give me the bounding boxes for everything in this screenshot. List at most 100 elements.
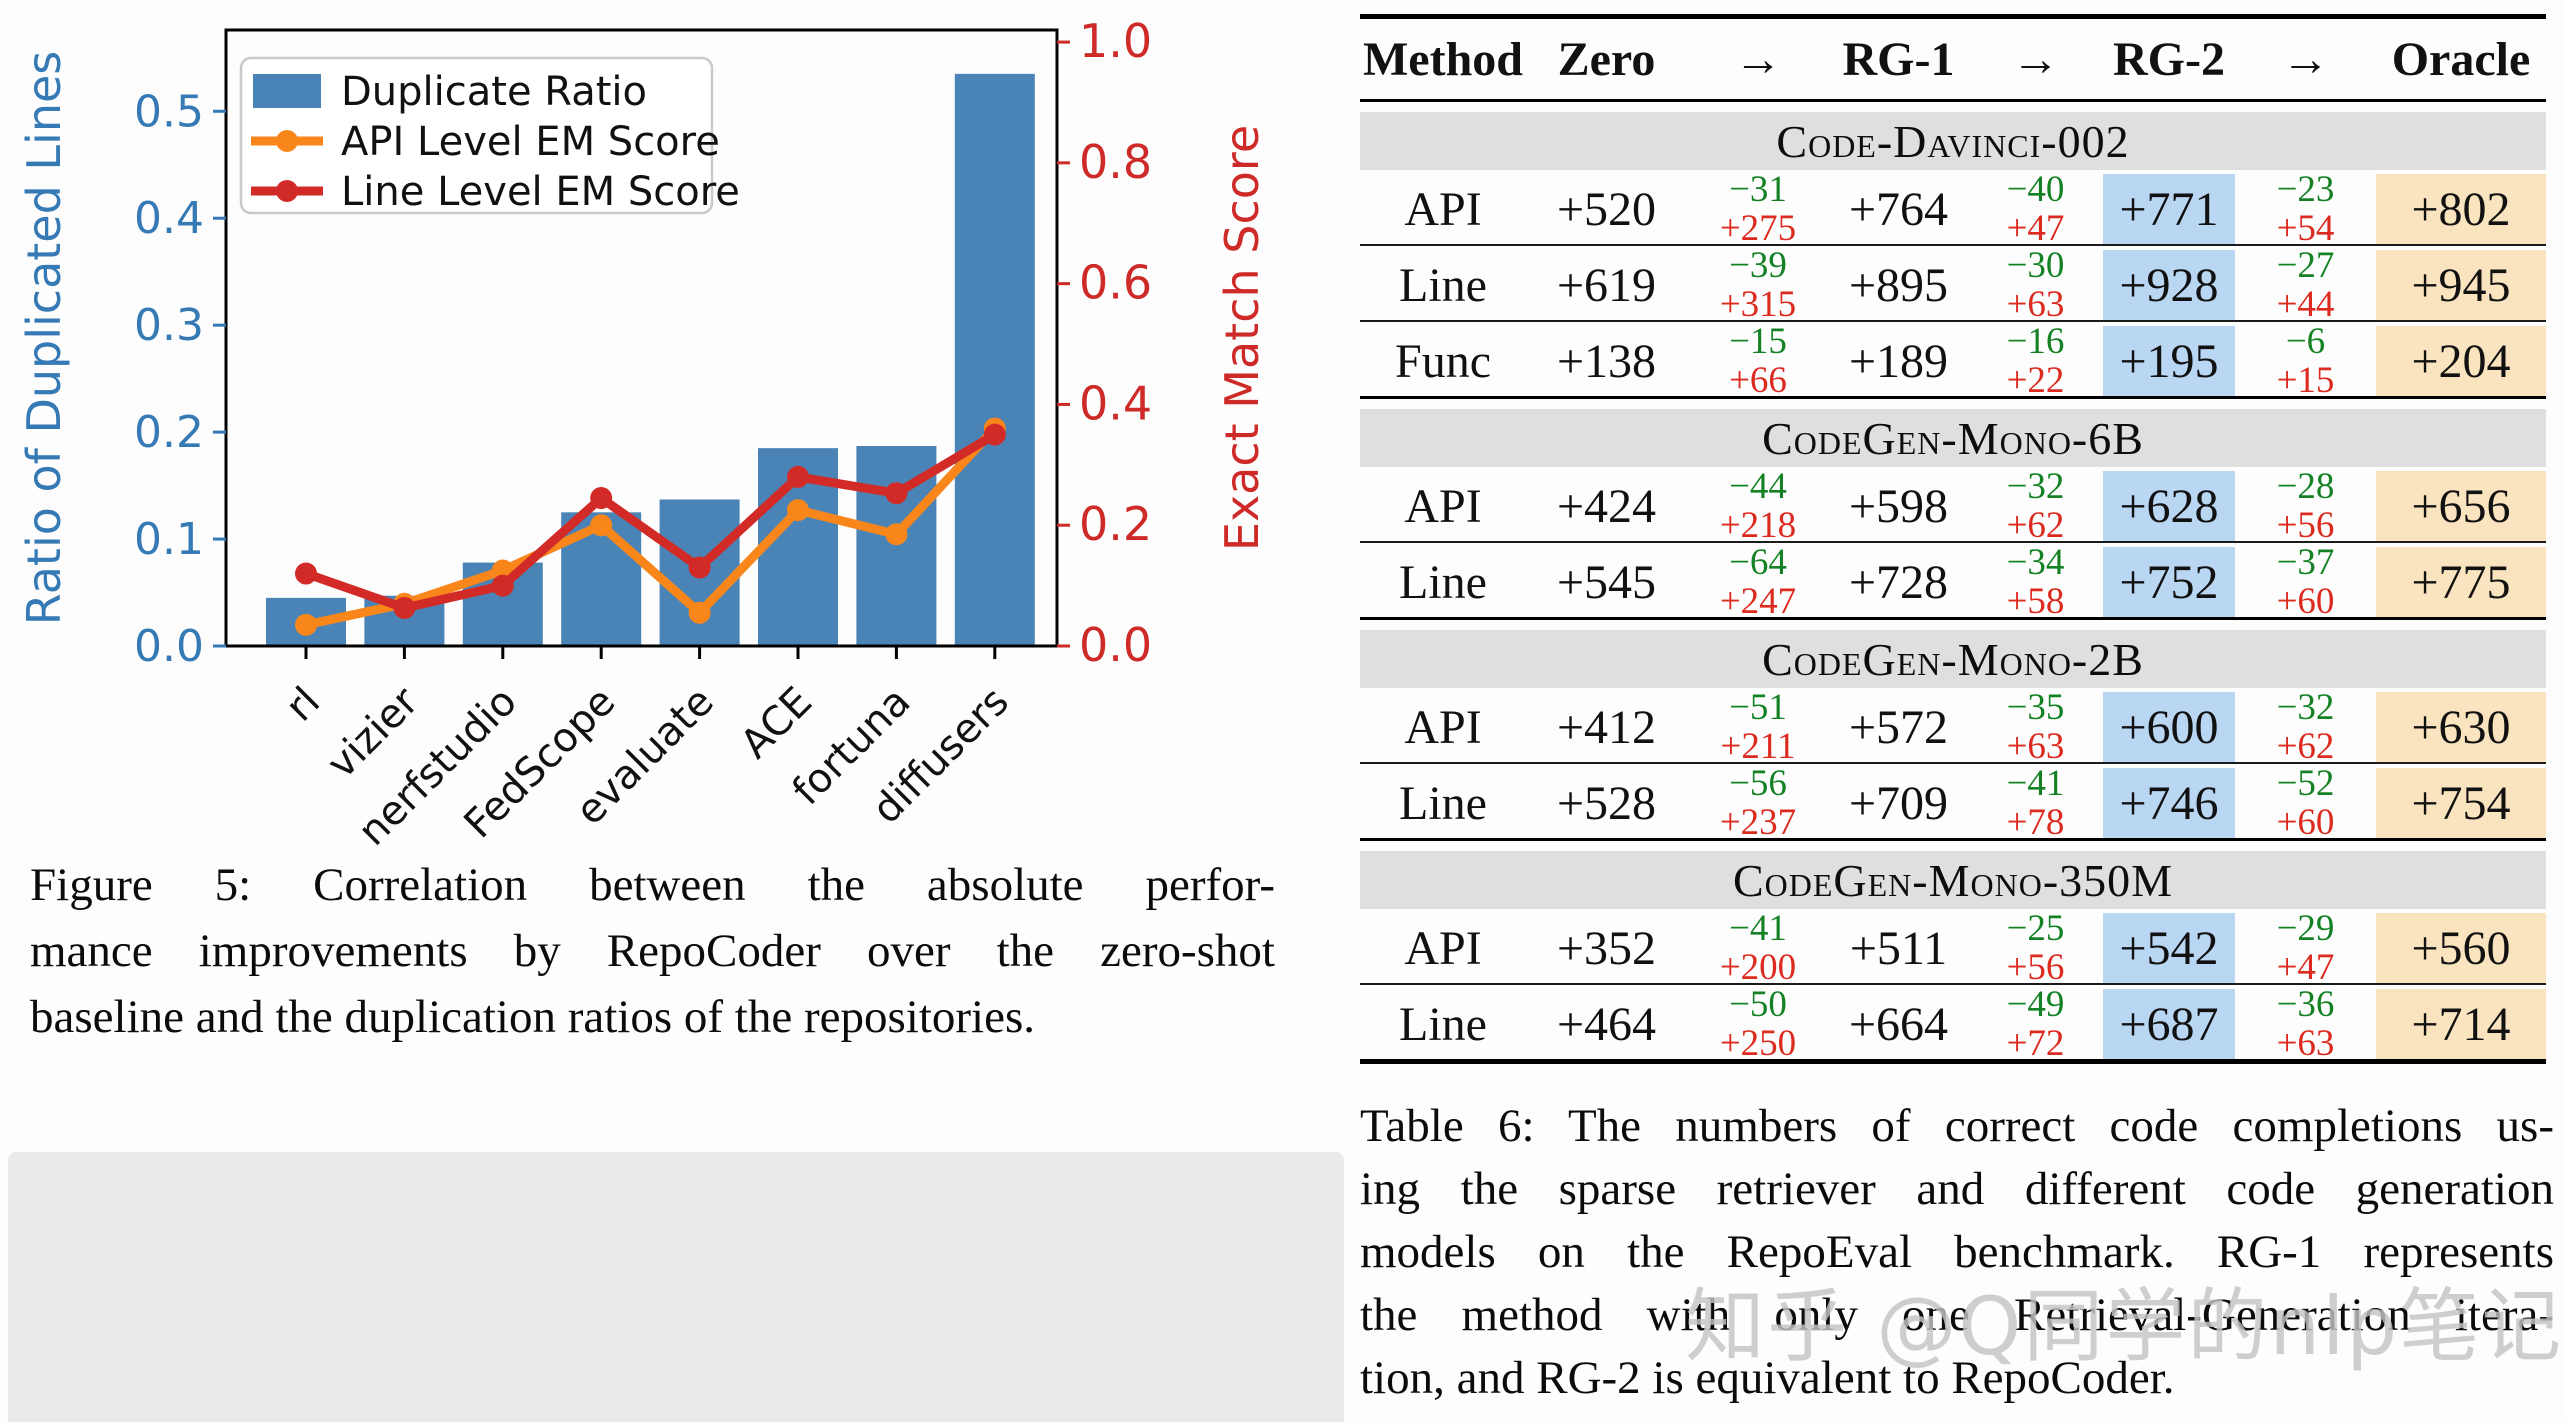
delta-minus: −32 <box>2276 687 2335 728</box>
figure-5: 0.0 0.1 0.2 0.3 0.4 0.5 0.0 0.2 0.4 0.6 0.8 1.0 rl vi… <box>0 0 1340 860</box>
marker-fortuna <box>885 482 908 505</box>
cell-delta-rg2-oracle: −36 +63 <box>2235 985 2376 1063</box>
right-tick-label: 1.0 <box>1079 14 1152 68</box>
cell-oracle-highlight: +945 <box>2376 246 2546 324</box>
oracle-value: +775 <box>2376 547 2546 617</box>
header-rg-1: RG-1 <box>1842 32 1955 86</box>
delta-minus: −34 <box>2006 542 2065 583</box>
legend-label: Duplicate Ratio <box>341 69 647 115</box>
delta-plus: +60 <box>2276 581 2335 622</box>
cell-zero: +520 <box>1556 182 1657 236</box>
rg2-value: +542 <box>2103 913 2235 983</box>
header-rule <box>1360 99 2546 102</box>
cell-zero: +528 <box>1556 776 1657 830</box>
delta-minus: −44 <box>1729 466 1787 507</box>
left-tick-label: 0.4 <box>134 193 204 244</box>
delta-plus: +63 <box>2276 1023 2335 1064</box>
cell-delta-rg2-oracle: −27 +44 <box>2235 246 2376 324</box>
cell-rg2-highlight: +600 <box>2103 688 2235 766</box>
delta-minus: −40 <box>2006 169 2065 210</box>
cell-delta-rg1-rg2: −41 +78 <box>1968 764 2103 842</box>
cell-rg2-highlight: +746 <box>2103 764 2235 842</box>
table-caption-line: tion, and RG-2 is equivalent to RepoCode… <box>1360 1352 2175 1404</box>
marker-evaluate <box>688 556 711 579</box>
delta-plus: +60 <box>2276 802 2335 843</box>
cell-rg2-highlight: +195 <box>2103 322 2235 400</box>
cell-rg1: +598 <box>1848 479 1949 533</box>
delta-plus: +63 <box>2006 284 2065 325</box>
cell-rg2-highlight: +771 <box>2103 170 2235 248</box>
table-top-rule <box>1360 14 2546 19</box>
delta-plus: +56 <box>2006 947 2065 988</box>
rg2-value: +628 <box>2103 471 2235 541</box>
section-band: CodeGen-Mono-2B <box>1360 630 2546 688</box>
table-header-row: Method Zero → RG-1 → RG-2 → Oracle <box>1360 19 2546 99</box>
cell-delta-zero-rg1: −39 +315 <box>1687 246 1829 324</box>
y-axis-label-left: Ratio of Duplicated Lines <box>17 51 71 625</box>
table-row: Line +464 −50 +250 +664 −49 +72 +687 −36 +63 +714 <box>1360 983 2546 1063</box>
table-row: API +520 −31 +275 +764 −40 +47 +771 −23 +54 +802 <box>1360 169 2546 248</box>
header-method: Method <box>1363 32 1523 86</box>
delta-plus: +218 <box>1719 505 1797 546</box>
section-rule <box>1360 617 2546 620</box>
cell-rg1: +764 <box>1848 182 1949 236</box>
figure-caption-line: Figure 5: Correlation between the absolu… <box>30 859 1275 911</box>
delta-plus: +56 <box>2276 505 2335 546</box>
delta-plus: +22 <box>2006 360 2065 401</box>
delta-minus: −51 <box>1729 687 1787 728</box>
cell-rg1: +895 <box>1848 258 1949 312</box>
table-caption-line: the method with only one Retrieval-Gener… <box>1360 1289 2554 1341</box>
table-row: API +352 −41 +200 +511 −25 +56 +542 −29 +47 +560 <box>1360 909 2546 987</box>
cell-delta-rg1-rg2: −49 +72 <box>1968 985 2103 1063</box>
delta-minus: −28 <box>2276 466 2335 507</box>
oracle-value: +802 <box>2376 174 2546 244</box>
cell-method: Line <box>1399 997 1487 1051</box>
cell-zero: +352 <box>1556 921 1657 975</box>
delta-minus: −30 <box>2006 245 2065 286</box>
cell-rg1: +664 <box>1848 997 1949 1051</box>
delta-minus: −56 <box>1729 763 1787 804</box>
delta-minus: −41 <box>2006 763 2065 804</box>
table-6: Method Zero → RG-1 → RG-2 → Oracle Code-Davinci-… <box>1360 14 2546 1064</box>
table-row: Line +545 −64 +247 +728 −34 +58 +752 −37 +60 +775 <box>1360 541 2546 621</box>
cell-delta-zero-rg1: −41 +200 <box>1687 909 1829 987</box>
left-tick-label: 0.1 <box>134 514 204 565</box>
cell-delta-rg2-oracle: −29 +47 <box>2235 909 2376 987</box>
plot-frame <box>224 28 1059 648</box>
marker-fortuna <box>885 523 908 546</box>
marker-nerfstudio <box>491 574 514 597</box>
delta-minus: −39 <box>1729 245 1787 286</box>
delta-plus: +63 <box>2006 726 2065 767</box>
delta-plus: +78 <box>2006 802 2065 843</box>
cell-oracle-highlight: +775 <box>2376 543 2546 621</box>
line-line-level <box>301 430 1000 613</box>
x-tick-label-rl: rl <box>277 679 329 731</box>
marker-ACE <box>787 465 809 488</box>
section-rule <box>1360 838 2546 841</box>
marker-FedScope <box>590 514 613 537</box>
table-row: API +412 −51 +211 +572 −35 +63 +600 −32 +62 +630 <box>1360 687 2546 766</box>
delta-plus: +62 <box>2006 505 2065 546</box>
cell-delta-zero-rg1: −31 +275 <box>1687 170 1829 248</box>
cell-delta-rg2-oracle: −37 +60 <box>2235 543 2376 621</box>
table-caption-line: ing the sparse retriever and different c… <box>1360 1163 2554 1215</box>
legend-label: API Level EM Score <box>341 119 720 165</box>
section-band: Code-Davinci-002 <box>1360 112 2546 170</box>
delta-minus: −25 <box>2006 908 2065 949</box>
cell-rg2-highlight: +752 <box>2103 543 2235 621</box>
legend-swatch-duplicate-ratio <box>253 74 321 108</box>
bar-diffusers <box>954 73 1035 646</box>
cell-delta-rg1-rg2: −30 +63 <box>1968 246 2103 324</box>
delta-minus: −37 <box>2276 542 2335 583</box>
cell-delta-rg2-oracle: −32 +62 <box>2235 688 2376 766</box>
delta-minus: −29 <box>2276 908 2335 949</box>
cell-delta-zero-rg1: −44 +218 <box>1687 467 1829 545</box>
legend-label: Line Level EM Score <box>341 169 740 215</box>
cell-rg2-highlight: +928 <box>2103 246 2235 324</box>
right-tick-label: 0.8 <box>1079 135 1152 189</box>
cell-delta-rg1-rg2: −25 +56 <box>1968 909 2103 987</box>
header-arrow-icon: → <box>2011 32 2060 86</box>
table-row: API +424 −44 +218 +598 −32 +62 +628 −28 +56 +656 <box>1360 466 2546 545</box>
delta-plus: +47 <box>2276 947 2335 988</box>
delta-plus: +58 <box>2006 581 2065 622</box>
